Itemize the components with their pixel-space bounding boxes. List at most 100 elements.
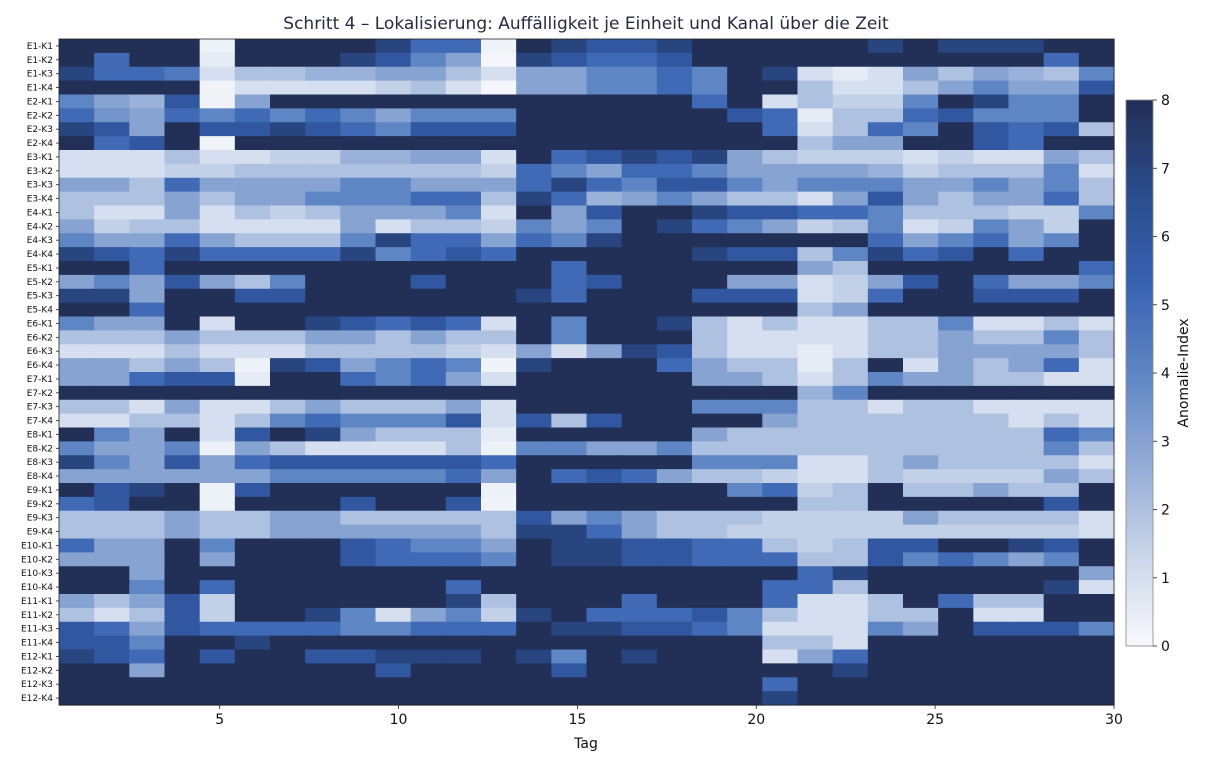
heatmap-cell: [410, 469, 447, 484]
heatmap-cell: [305, 219, 341, 234]
heatmap-cell: [234, 635, 271, 651]
heatmap-cell: [1078, 219, 1115, 234]
y-tick-label: E3-K4: [27, 195, 54, 205]
heatmap-cell: [305, 607, 341, 623]
heatmap-cell: [832, 496, 869, 512]
heatmap-cell: [445, 441, 482, 456]
heatmap-cell: [1008, 247, 1045, 262]
heatmap-cell: [129, 163, 166, 179]
heatmap-cell: [867, 274, 904, 290]
heatmap-cell: [199, 399, 236, 415]
heatmap-cell: [692, 635, 728, 651]
heatmap-cell: [903, 66, 939, 82]
heatmap-cell: [586, 510, 623, 526]
heatmap-cell: [832, 635, 869, 651]
heatmap-cell: [340, 496, 377, 512]
heatmap-cell: [94, 219, 130, 234]
heatmap-cell: [938, 427, 974, 442]
heatmap-cell: [586, 399, 623, 415]
heatmap-cell: [867, 205, 904, 220]
heatmap-cell: [164, 316, 201, 331]
heatmap-cell: [621, 607, 658, 623]
heatmap-cell: [621, 247, 658, 262]
heatmap-cell: [410, 247, 447, 262]
heatmap-cell: [340, 247, 377, 262]
heatmap-cell: [621, 413, 658, 429]
heatmap-cell: [903, 372, 939, 387]
heatmap-cell: [516, 344, 552, 359]
heatmap-cell: [129, 274, 166, 290]
heatmap-cell: [129, 122, 166, 137]
heatmap-cell: [867, 594, 904, 609]
colorbar: [1125, 99, 1154, 647]
heatmap-cell: [164, 233, 201, 248]
heatmap-cell: [1008, 691, 1045, 706]
heatmap-cell: [1008, 552, 1045, 567]
heatmap-cell: [1008, 288, 1045, 304]
heatmap-cell: [270, 427, 306, 442]
heatmap-cell: [692, 39, 728, 54]
heatmap-cell: [199, 510, 236, 526]
heatmap-cell: [234, 191, 271, 207]
heatmap-cell: [1078, 80, 1115, 96]
heatmap-cell: [199, 677, 236, 692]
heatmap-cell: [164, 108, 201, 123]
heatmap-cell: [1078, 691, 1115, 706]
heatmap-cell: [270, 344, 306, 359]
heatmap-cell: [973, 205, 1010, 220]
y-tick-label: E10-K3: [21, 569, 53, 579]
heatmap-cell: [94, 455, 130, 470]
heatmap-cell: [234, 691, 271, 706]
heatmap-cell: [903, 427, 939, 442]
heatmap-cell: [832, 552, 869, 567]
heatmap-cell: [164, 580, 201, 595]
heatmap-cell: [410, 441, 447, 456]
heatmap-cell: [59, 510, 95, 526]
heatmap-cell: [234, 510, 271, 526]
heatmap-cell: [481, 136, 517, 151]
heatmap-cell: [867, 580, 904, 595]
heatmap-cell: [621, 469, 658, 484]
heatmap-cell: [938, 621, 974, 637]
heatmap-cell: [903, 219, 939, 234]
heatmap-cell: [692, 677, 728, 692]
heatmap-cell: [1043, 663, 1080, 678]
heatmap-cell: [129, 330, 166, 345]
y-tick-label: E3-K2: [27, 167, 53, 177]
heatmap-cell: [129, 607, 166, 623]
heatmap-cell: [692, 80, 728, 96]
heatmap-cell: [445, 496, 482, 512]
heatmap-cell: [656, 594, 693, 609]
y-tick-label: E8-K4: [27, 472, 54, 482]
heatmap-cell: [903, 566, 939, 581]
colorbar-tick-label: 2: [1161, 503, 1170, 519]
heatmap-cell: [938, 580, 974, 595]
heatmap-cell: [832, 483, 869, 498]
heatmap-cell: [305, 552, 341, 567]
heatmap-cell: [586, 677, 623, 692]
heatmap-cell: [94, 427, 130, 442]
heatmap-cell: [129, 621, 166, 637]
heatmap-cell: [59, 274, 95, 290]
heatmap-cell: [94, 483, 130, 498]
heatmap-cell: [1043, 136, 1080, 151]
heatmap-cell: [516, 177, 552, 193]
heatmap-cell: [164, 191, 201, 207]
heatmap-cell: [586, 94, 623, 109]
heatmap-cell: [867, 621, 904, 637]
heatmap-cell: [973, 274, 1010, 290]
heatmap-cell: [340, 510, 377, 526]
heatmap-cell: [59, 316, 95, 331]
y-tick-label: E5-K2: [27, 278, 53, 288]
heatmap-cell: [94, 649, 130, 664]
heatmap-cell: [586, 649, 623, 664]
heatmap-cell: [305, 358, 341, 373]
heatmap-cell: [164, 483, 201, 498]
heatmap-cell: [656, 316, 693, 331]
heatmap-cell: [1078, 677, 1115, 692]
heatmap-cell: [375, 274, 412, 290]
heatmap-cell: [445, 594, 482, 609]
heatmap-cell: [621, 219, 658, 234]
heatmap-cell: [973, 177, 1010, 193]
heatmap-cell: [551, 233, 588, 248]
